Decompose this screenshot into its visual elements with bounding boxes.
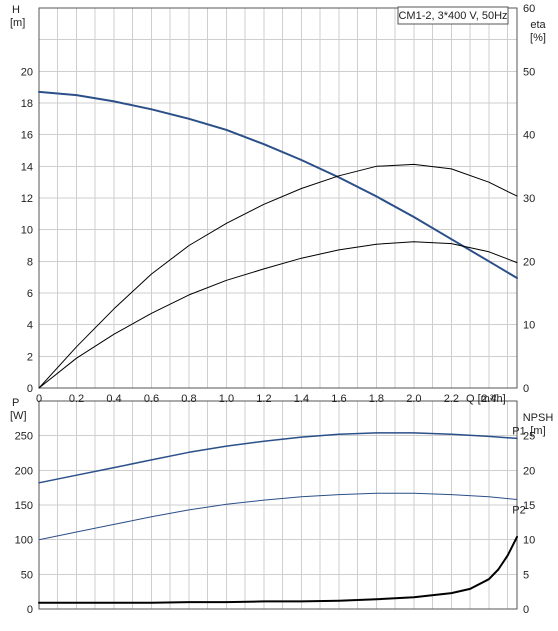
x-tick-label: 2.4 xyxy=(481,393,496,405)
legend-box xyxy=(397,6,509,25)
x-tick-label: 0 xyxy=(36,393,42,405)
top-y-left-tick-label: 0 xyxy=(27,383,33,395)
bottom-series-label: P1 xyxy=(512,425,525,437)
top-y-left-tick-label: 8 xyxy=(27,256,33,268)
bottom-y-right-tick-label: 15 xyxy=(523,500,535,512)
top-y-left-tick-label: 14 xyxy=(21,161,33,173)
bottom-series-line-3 xyxy=(38,535,518,604)
bottom-y-left-tick-label: 150 xyxy=(15,500,33,512)
bottom-y-right-tick-label: 10 xyxy=(523,535,535,547)
x-tick-label: 1.8 xyxy=(369,393,384,405)
x-tick-label: 0.8 xyxy=(181,393,196,405)
x-tick-label: 2.2 xyxy=(444,393,459,405)
x-tick-label: 2.0 xyxy=(406,393,421,405)
bottom-y-left-axis-label: P xyxy=(12,397,19,409)
top-y-right-axis-label: eta xyxy=(530,19,546,31)
top-y-right-tick-label: 10 xyxy=(523,320,535,332)
top-y-left-tick-label: 10 xyxy=(21,225,33,237)
top-y-left-tick-label: 16 xyxy=(21,130,33,142)
top-y-right-tick-label: 20 xyxy=(523,256,535,268)
x-tick-label: 0.4 xyxy=(106,393,121,405)
top-y-left-tick-label: 2 xyxy=(27,351,33,363)
bottom-plot-frame xyxy=(38,400,518,610)
bottom-y-left-tick-label: 200 xyxy=(15,465,33,477)
bottom-y-left-axis-unit: [W] xyxy=(10,410,27,422)
top-y-left-tick-label: 12 xyxy=(21,193,33,205)
x-tick-label: 1.2 xyxy=(256,393,271,405)
bottom-y-right-tick-label: 0 xyxy=(523,604,529,616)
bottom-series-line-2 xyxy=(38,492,518,541)
x-tick-label: 1.4 xyxy=(294,393,309,405)
bottom-y-right-axis-unit: [m] xyxy=(530,425,545,437)
top-y-right-tick-label: 30 xyxy=(523,193,535,205)
x-tick-label: 1.6 xyxy=(331,393,346,405)
legend-box-label: CM1-2, 3*400 V, 50Hz xyxy=(398,10,507,22)
top-y-right-tick-label: 60 xyxy=(523,3,535,15)
top-y-left-tick-label: 18 xyxy=(21,98,33,110)
x-axis-label: Q [m³/h] xyxy=(466,393,506,405)
top-y-left-tick-label: 6 xyxy=(27,288,33,300)
top-y-right-tick-label: 40 xyxy=(523,130,535,142)
bottom-y-left-tick-label: 100 xyxy=(15,535,33,547)
top-y-right-tick-label: 0 xyxy=(523,383,529,395)
bottom-y-right-axis-label: NPSH xyxy=(523,412,554,424)
top-y-left-axis-label: H xyxy=(12,4,20,16)
top-series-line-2 xyxy=(38,163,518,389)
top-y-right-axis-unit: [%] xyxy=(530,32,546,44)
bottom-y-right-tick-label: 5 xyxy=(523,569,529,581)
bottom-y-left-tick-label: 50 xyxy=(21,569,33,581)
top-y-right-tick-label: 50 xyxy=(523,66,535,78)
top-series-line-1 xyxy=(38,90,518,279)
x-tick-label: 0.6 xyxy=(144,393,159,405)
bottom-series-line-1 xyxy=(38,432,518,484)
x-tick-label: 0.2 xyxy=(69,393,84,405)
top-y-left-tick-label: 4 xyxy=(27,320,33,332)
bottom-y-left-tick-label: 0 xyxy=(27,604,33,616)
bottom-y-right-tick-label: 25 xyxy=(523,431,535,443)
x-tick-label: 1.0 xyxy=(219,393,234,405)
top-series-line-3 xyxy=(38,241,518,389)
top-plot-frame xyxy=(38,7,518,389)
bottom-series-label: P2 xyxy=(512,504,525,516)
bottom-y-left-tick-label: 250 xyxy=(15,431,33,443)
top-y-left-tick-label: 20 xyxy=(21,66,33,78)
bottom-y-right-tick-label: 20 xyxy=(523,465,535,477)
top-y-left-axis-unit: [m] xyxy=(10,17,25,29)
